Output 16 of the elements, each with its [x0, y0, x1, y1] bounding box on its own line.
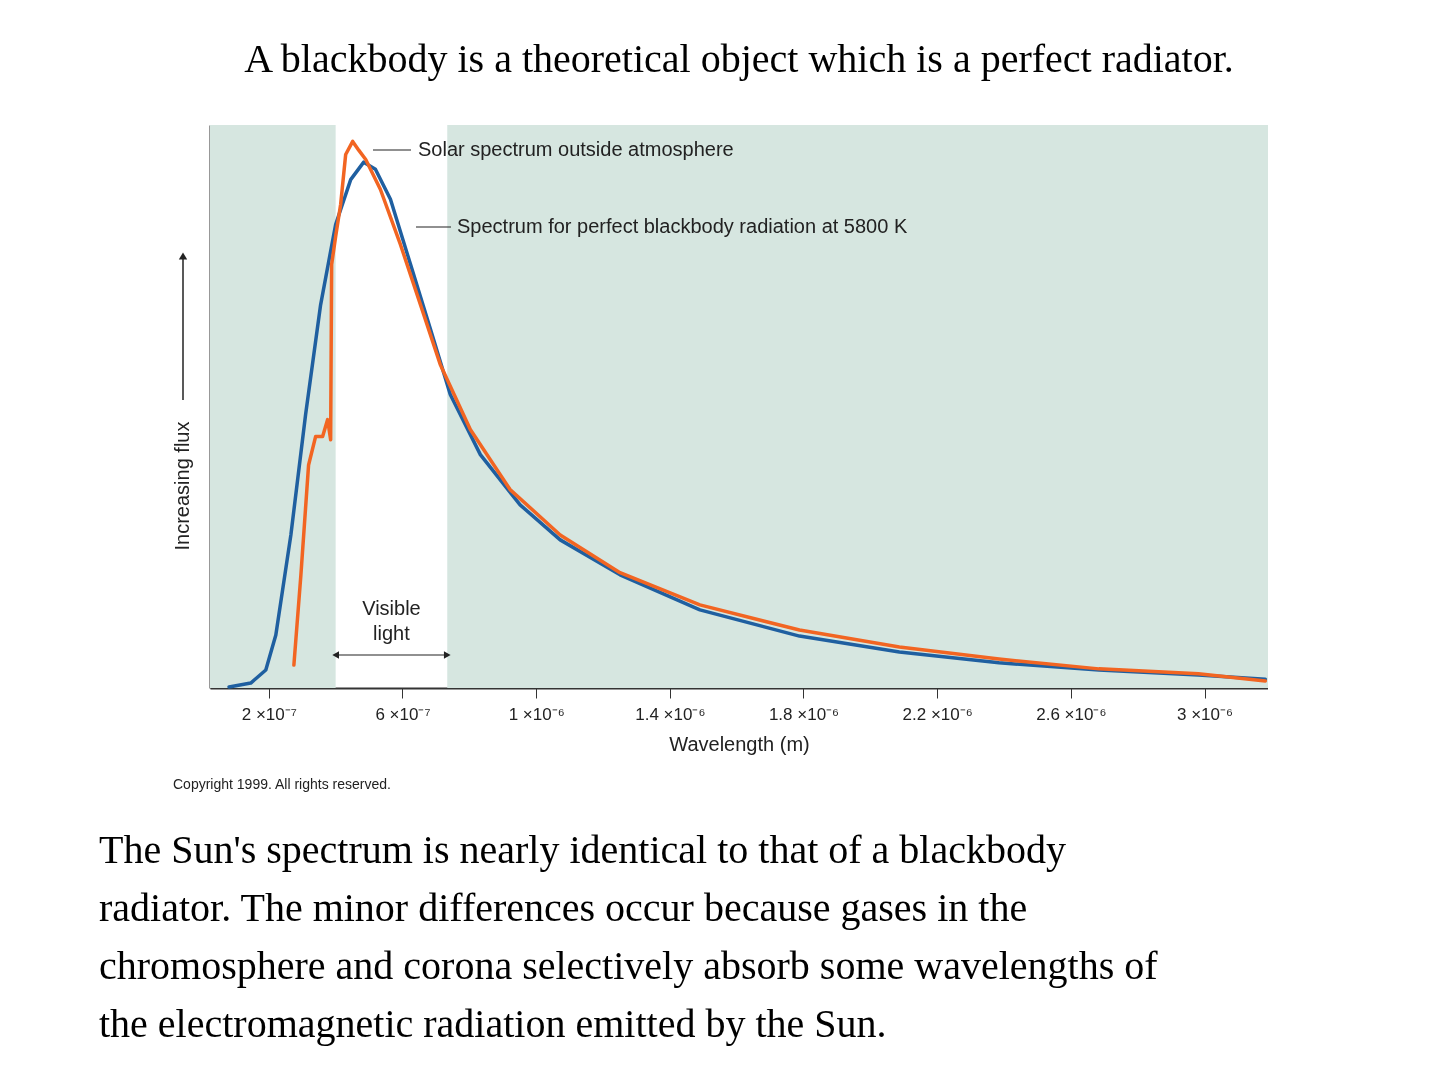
x-tick-label: 1.4 ×10⁻⁶: [635, 704, 706, 724]
text: Spectrum for perfect blackbody radiation at 5800 K: [457, 215, 908, 237]
x-tick-label: 2.2 ×10⁻⁶: [902, 704, 973, 724]
x-tick-label: 1 ×10⁻⁶: [508, 704, 565, 724]
text: Solar spectrum outside atmosphere: [418, 138, 734, 160]
x-tick-label: 6 ×10⁻⁷: [375, 704, 431, 724]
x-axis-title: Wavelength (m): [669, 732, 810, 755]
text: Copyright 1999. All rights reserved.: [173, 776, 391, 792]
chart-title: A blackbody is a theoretical object which is a perfect radiator.: [244, 36, 1234, 81]
text: The Sun's spectrum is nearly identical to that of a blackbody radiator. The minor differences occur because gases in the chromosphere and corona selectively absorb some wavelengths of the electromagnetic radiation emitted by the Sun.: [99, 827, 1159, 1046]
x-tick-label: 2.6 ×10⁻⁶: [1036, 704, 1107, 724]
x-tick-label: 1.8 ×10⁻⁶: [768, 704, 840, 724]
x-tick-label: 3 ×10⁻⁶: [1177, 704, 1234, 724]
annotation: Visible light: [362, 597, 421, 644]
x-tick-label: 2 ×10⁻⁷: [241, 704, 297, 724]
y-axis-title: Increasing flux: [171, 421, 193, 551]
